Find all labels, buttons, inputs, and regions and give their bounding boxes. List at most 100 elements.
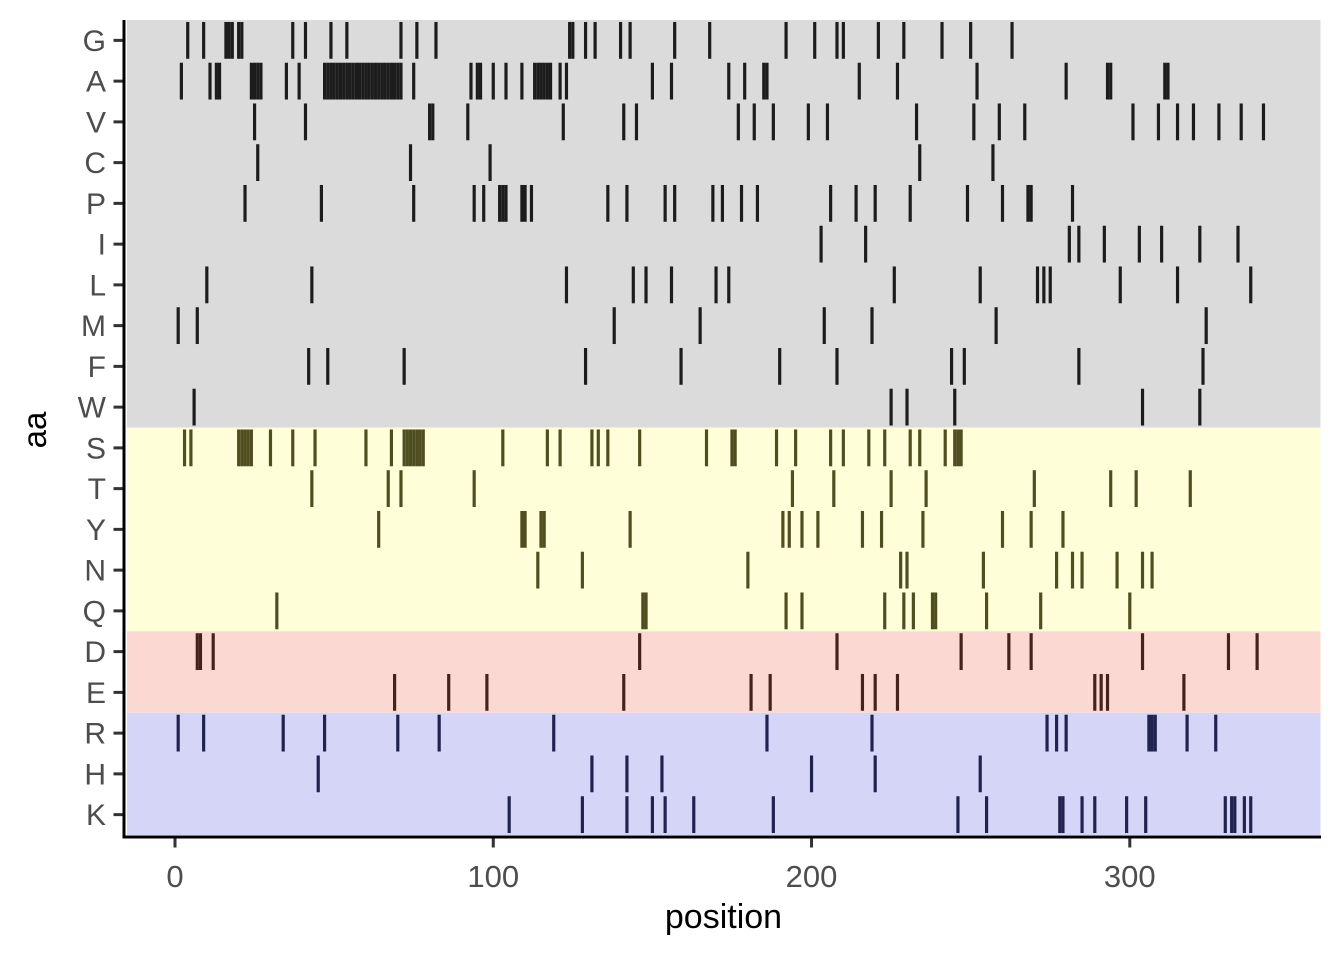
- tick-G: [618, 21, 623, 59]
- tick-Y: [921, 510, 925, 548]
- tick-F: [835, 347, 839, 385]
- tick-N: [1080, 551, 1084, 589]
- tick-R: [765, 714, 769, 752]
- tick-T: [924, 470, 928, 508]
- tick-A: [478, 62, 483, 100]
- tick-P: [711, 184, 715, 222]
- tick-P: [1029, 184, 1033, 222]
- tick-P: [529, 184, 534, 222]
- y-tick-mark: [113, 38, 123, 42]
- tick-S: [774, 429, 779, 467]
- tick-A: [354, 62, 359, 100]
- tick-I: [1198, 225, 1202, 263]
- tick-Q: [902, 592, 906, 630]
- tick-V: [771, 103, 775, 141]
- tick-L: [1118, 266, 1122, 304]
- tick-H: [660, 755, 664, 793]
- tick-Q: [644, 592, 648, 630]
- tick-P: [504, 184, 508, 222]
- row-label-E: E: [86, 677, 106, 710]
- tick-A: [338, 62, 343, 100]
- tick-V: [466, 103, 470, 141]
- y-tick-mark: [113, 568, 123, 572]
- x-tick-mark: [810, 838, 814, 848]
- tick-A: [208, 62, 212, 100]
- tick-F: [679, 347, 683, 385]
- row-label-S: S: [86, 432, 106, 465]
- tick-F: [962, 347, 966, 385]
- tick-V: [1217, 103, 1221, 141]
- tick-T: [310, 470, 314, 508]
- tick-G: [415, 21, 419, 59]
- tick-K: [1233, 796, 1237, 834]
- tick-Y: [377, 510, 381, 548]
- tick-P: [1000, 184, 1005, 222]
- y-tick-mark: [113, 405, 123, 409]
- tick-G: [902, 21, 906, 59]
- tick-M: [195, 307, 199, 345]
- tick-D: [198, 633, 203, 671]
- tick-A: [358, 62, 362, 100]
- tick-A: [539, 62, 543, 100]
- tick-S: [730, 429, 734, 467]
- tick-E: [1093, 673, 1097, 711]
- tick-I: [1067, 225, 1071, 263]
- tick-K: [663, 796, 667, 834]
- tick-K: [1061, 796, 1065, 834]
- tick-A: [377, 62, 381, 100]
- tick-P: [663, 184, 667, 222]
- tick-R: [1147, 714, 1151, 752]
- tick-L: [1042, 266, 1046, 304]
- tick-Q: [800, 592, 804, 630]
- row-label-G: G: [83, 25, 106, 58]
- tick-Q: [883, 592, 887, 630]
- tick-W: [192, 388, 196, 426]
- tick-M: [1204, 307, 1208, 345]
- y-tick-mark: [113, 690, 123, 694]
- tick-K: [1230, 796, 1234, 834]
- tick-H: [590, 755, 594, 793]
- tick-M: [822, 307, 826, 345]
- y-tick-mark: [113, 201, 123, 205]
- tick-A: [297, 62, 301, 100]
- y-tick-mark: [113, 772, 123, 776]
- tick-K: [1080, 796, 1084, 834]
- tick-A: [762, 62, 766, 100]
- tick-V: [752, 103, 756, 141]
- tick-A: [1109, 62, 1113, 100]
- tick-D: [1007, 633, 1011, 671]
- tick-T: [1134, 470, 1138, 508]
- tick-V: [431, 103, 435, 141]
- tick-M: [870, 307, 874, 345]
- tick-E: [485, 673, 489, 711]
- tick-K: [1242, 796, 1246, 834]
- tick-F: [1201, 347, 1205, 385]
- tick-L: [1035, 266, 1040, 304]
- tick-P: [498, 184, 502, 222]
- tick-T: [832, 470, 836, 508]
- tick-P: [965, 184, 970, 222]
- tick-A: [383, 62, 387, 100]
- tick-S: [956, 429, 960, 467]
- tick-P: [243, 184, 247, 222]
- y-tick-mark: [113, 731, 123, 735]
- y-tick-mark: [113, 283, 123, 287]
- tick-G: [329, 21, 333, 59]
- tick-A: [399, 62, 403, 100]
- tick-F: [778, 347, 782, 385]
- tick-P: [829, 184, 833, 222]
- tick-T: [1032, 470, 1036, 508]
- tick-G: [224, 21, 228, 59]
- tick-L: [564, 266, 569, 304]
- tick-A: [252, 62, 257, 100]
- tick-L: [727, 266, 731, 304]
- tick-K: [1249, 796, 1253, 834]
- tick-A: [743, 62, 747, 100]
- tick-S: [918, 429, 922, 467]
- tick-K: [1093, 796, 1097, 834]
- tick-L: [978, 266, 982, 304]
- tick-G: [784, 21, 788, 59]
- tick-G: [303, 21, 308, 59]
- tick-R: [1055, 714, 1059, 752]
- tick-K: [771, 796, 775, 834]
